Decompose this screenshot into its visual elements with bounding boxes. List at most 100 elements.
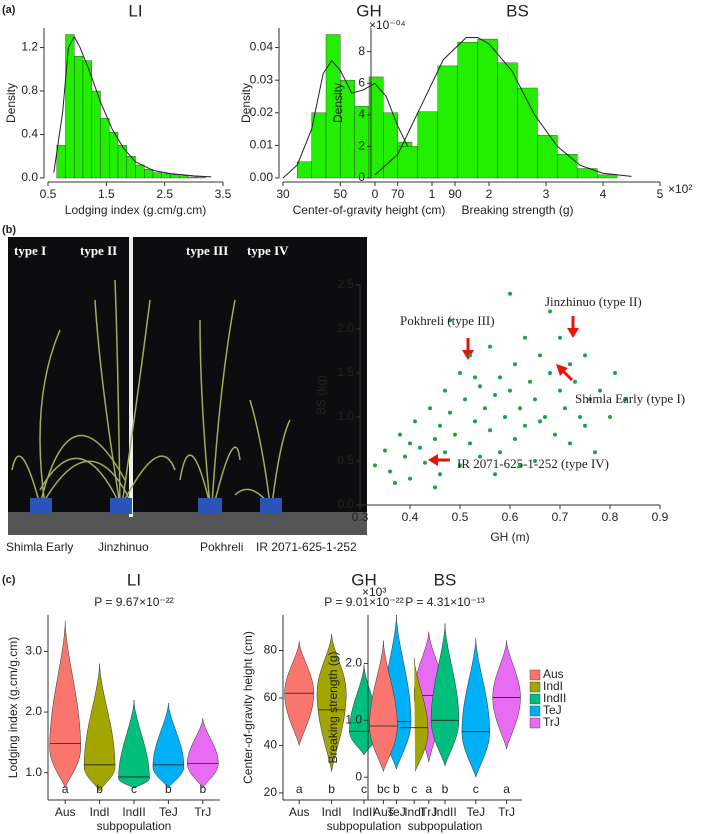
point — [433, 485, 437, 490]
point — [568, 362, 572, 367]
point — [393, 481, 397, 485]
x-tick-label: 30 — [276, 187, 290, 201]
bar — [417, 111, 438, 179]
legend-label: TeJ — [543, 703, 562, 717]
point — [558, 335, 562, 340]
point — [508, 291, 512, 296]
panel-label: (a) — [2, 4, 16, 16]
y-tick-label: 6 — [358, 75, 365, 89]
point — [433, 437, 437, 441]
x-tick-label: TrJ — [420, 805, 437, 819]
y-tick-label: 0.5 — [337, 453, 354, 467]
panel-label: (c) — [2, 574, 16, 586]
point — [408, 441, 412, 446]
bar — [437, 65, 458, 179]
annotation: Shimla Early (type I) — [575, 391, 685, 406]
point — [593, 450, 597, 455]
y-tick-label: 8 — [358, 44, 365, 58]
violin — [316, 633, 347, 772]
point — [468, 353, 472, 358]
point — [508, 388, 512, 393]
y-tick-label: 1.0 — [345, 712, 362, 726]
y-tick-label: 60 — [264, 690, 278, 704]
bar — [397, 146, 418, 179]
group-letter: c — [411, 782, 417, 796]
x-tick-label: TrJ — [194, 805, 211, 819]
bar — [65, 34, 75, 179]
y-tick-label: 0.8 — [21, 83, 38, 97]
group-letter: b — [96, 782, 103, 796]
point — [513, 437, 517, 441]
violin — [369, 640, 398, 773]
point — [403, 454, 407, 459]
bar — [161, 173, 171, 179]
group-letter: b — [165, 782, 172, 796]
x-tick-label: 5 — [657, 187, 664, 201]
x-tick-label: 2 — [486, 187, 493, 201]
point — [448, 410, 452, 415]
y-tick-label: 1.0 — [25, 765, 42, 779]
group-letter: b — [199, 782, 206, 796]
point — [448, 318, 452, 323]
point — [548, 309, 552, 314]
point — [408, 476, 412, 481]
y-axis-label: Density — [239, 83, 253, 123]
panel-label: (b) — [2, 224, 16, 236]
group-letter: b — [442, 782, 449, 796]
x-tick-label: Aus — [373, 805, 394, 819]
x-tick-label: 0.3 — [352, 510, 369, 524]
x-tick-label: 0.9 — [652, 510, 669, 524]
point — [438, 472, 442, 477]
y-tick-label: 3.0 — [25, 644, 42, 658]
x-axis-label: Breaking strength (g) — [461, 203, 573, 217]
type-label: type III — [186, 243, 228, 258]
y-axis-label: Center-of-gravity height (cm) — [241, 631, 255, 784]
legend-swatch — [529, 681, 541, 693]
x-tick-label: 0.4 — [402, 510, 419, 524]
point — [488, 344, 492, 349]
x-axis-label: subpopulation — [408, 819, 483, 833]
photo-caption: Pokhreli — [200, 540, 243, 554]
photo-caption: Jinzhinuo — [98, 540, 149, 554]
violin — [83, 663, 116, 792]
annotation: IR 2071-625-1-252 (type IV) — [457, 456, 609, 471]
legend-swatch — [529, 669, 541, 681]
bar — [477, 38, 498, 179]
violin — [49, 621, 81, 789]
y-tick-label: 0.02 — [250, 105, 274, 119]
bar — [100, 118, 110, 179]
type-label: type IV — [247, 243, 289, 258]
point — [578, 415, 582, 419]
x-tick-label: 50 — [334, 187, 348, 201]
point — [418, 445, 422, 450]
y-tick-label: 0.00 — [250, 170, 274, 184]
point — [538, 419, 542, 424]
violin — [152, 702, 185, 789]
bar — [187, 176, 197, 179]
chart-title: GH — [351, 570, 377, 589]
point — [558, 388, 562, 393]
x-tick-label: 3 — [543, 187, 550, 201]
bar — [311, 112, 327, 179]
point — [543, 415, 547, 419]
x-tick-label: IndII — [122, 805, 145, 819]
bar — [196, 176, 206, 179]
bar — [297, 161, 312, 179]
point — [588, 397, 592, 402]
p-value: P = 4.31×10⁻¹³ — [405, 595, 485, 609]
point — [473, 419, 477, 424]
point — [533, 459, 537, 463]
point — [518, 406, 522, 411]
x-tick-label: 2.5 — [156, 187, 173, 201]
point — [463, 397, 467, 402]
y-multiplier: ×10³ — [362, 585, 386, 599]
group-letter: a — [425, 782, 432, 796]
y-axis-label: Breaking strength (g) — [326, 651, 340, 763]
bar — [135, 164, 145, 179]
group-letter: b — [393, 782, 400, 796]
point — [373, 463, 377, 468]
legend-swatch — [529, 693, 541, 705]
point — [518, 463, 522, 468]
point — [483, 406, 487, 411]
